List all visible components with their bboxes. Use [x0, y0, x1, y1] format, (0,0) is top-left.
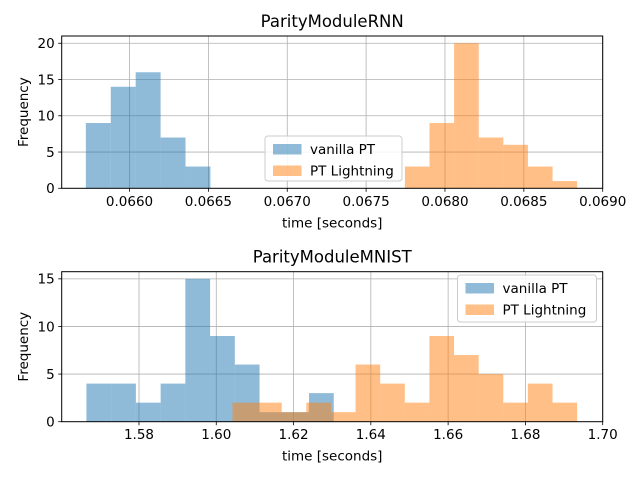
histogram-bar [110, 86, 136, 189]
legend: vanilla PT PT Lightning [264, 135, 403, 182]
histogram-bar [330, 412, 356, 422]
subplot-2: 1.58 1.60 1.62 1.64 1.66 1.68 1.70 0 5 10 15 Parity… [16, 248, 618, 465]
axes-spines [61, 35, 604, 189]
histogram-bar [306, 402, 331, 422]
x-tick-label: 1.58 [124, 427, 154, 443]
histogram-bar [404, 166, 430, 189]
y-tick-label: 15 [38, 272, 55, 288]
axes-spines [61, 271, 604, 423]
histogram-bar [552, 402, 578, 422]
histogram-bar [454, 43, 479, 189]
histogram-bar [257, 402, 282, 422]
series-pt-lightning [232, 335, 578, 422]
histogram-bar [380, 383, 405, 422]
y-tick-label: 20 [38, 36, 55, 52]
subplot-1: 0.0660 0.0665 0.0670 0.0675 0.0680 0.0685 0.06… [16, 12, 626, 231]
histogram-bar [111, 383, 136, 422]
series-pt-lightning [404, 43, 578, 189]
x-tick-label: 0.0690 [579, 194, 626, 210]
y-tick-label: 5 [46, 367, 55, 383]
series-vanilla-pt [86, 278, 334, 422]
legend-swatch [273, 144, 302, 155]
histogram-bar [503, 402, 528, 422]
y-axis-label: Frequency [16, 312, 32, 382]
x-tick-label: 1.60 [201, 427, 231, 443]
legend-label: PT Lightning [503, 302, 587, 318]
histogram-bar [86, 383, 112, 422]
y-tick-label: 5 [46, 145, 55, 161]
legend-swatch [273, 165, 302, 176]
histogram-bar [281, 412, 307, 422]
x-tick-label: 0.0685 [500, 194, 547, 210]
histogram-bar [503, 144, 528, 189]
series-vanilla-pt [85, 72, 211, 189]
histogram-bar [160, 137, 186, 189]
histogram-bar [527, 166, 553, 189]
legend: vanilla PT PT Lightning [457, 274, 597, 323]
x-tick-label: 0.0660 [106, 194, 153, 210]
histogram-bar [429, 335, 455, 422]
x-tick-label: 0.0675 [342, 194, 389, 210]
y-axis-label: Frequency [16, 77, 32, 147]
histogram-bar [160, 383, 186, 422]
histogram-bar [454, 355, 479, 422]
x-tick-label: 1.64 [356, 427, 386, 443]
x-tick-label: 0.0680 [421, 194, 468, 210]
legend-label: vanilla PT [503, 281, 569, 297]
x-axis-label: time [seconds] [282, 215, 383, 231]
y-tick-label: 10 [38, 319, 55, 335]
x-tick-label: 0.0670 [264, 194, 311, 210]
x-tick-label: 1.66 [433, 427, 463, 443]
histogram-bar [185, 278, 211, 422]
legend-label: vanilla PT [310, 142, 376, 158]
histogram-bar [552, 181, 578, 189]
legend-label: PT Lightning [310, 163, 394, 179]
subplot-title: ParityModuleRNN [261, 12, 404, 31]
y-tick-label: 0 [46, 415, 55, 431]
histogram-bar [404, 402, 430, 422]
legend-swatch [465, 304, 494, 315]
histogram-bar [478, 374, 504, 422]
histogram-bar [135, 72, 161, 189]
y-tick-label: 0 [46, 181, 55, 197]
histogram-bar [85, 123, 111, 189]
histogram-bar [210, 335, 235, 422]
histogram-bar [232, 402, 258, 422]
x-tick-label: 1.62 [279, 427, 309, 443]
x-tick-label: 1.68 [510, 427, 540, 443]
subplot-title: ParityModuleMNIST [253, 248, 413, 267]
legend-swatch [465, 283, 494, 294]
x-tick-label: 1.70 [588, 427, 618, 443]
histogram-bar [355, 364, 381, 422]
histogram-bar [478, 137, 504, 189]
y-tick-label: 15 [38, 72, 55, 88]
y-tick-label: 10 [38, 109, 55, 125]
histogram-bar [429, 123, 455, 189]
x-axis-label: time [seconds] [282, 449, 383, 465]
histogram-bar [135, 402, 161, 422]
histogram-bar [185, 166, 211, 189]
histogram-bar [527, 383, 553, 422]
x-tick-label: 0.0665 [185, 194, 232, 210]
